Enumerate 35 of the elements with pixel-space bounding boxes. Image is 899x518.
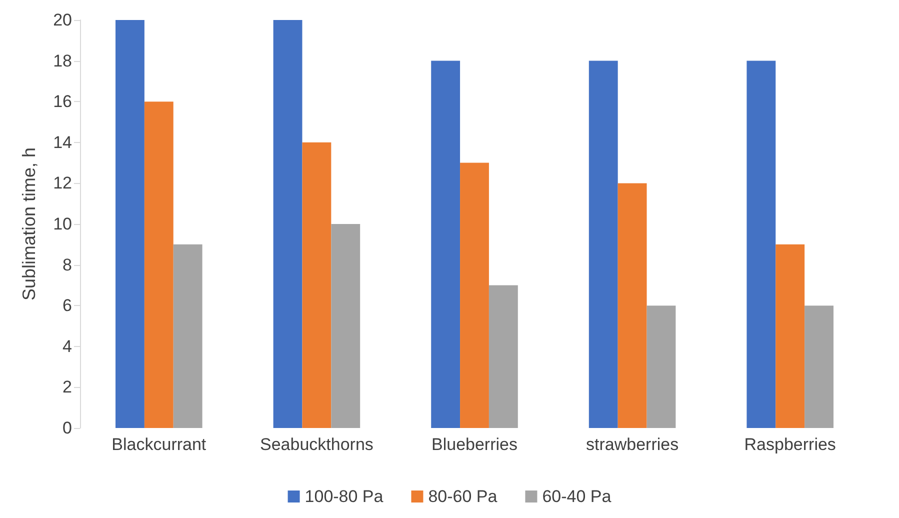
bar xyxy=(431,60,460,428)
y-axis-title: Sublimation time, h xyxy=(19,147,39,301)
y-tick-label: 16 xyxy=(53,92,72,112)
bar xyxy=(746,60,776,428)
y-tick-label: 12 xyxy=(53,174,72,193)
bar xyxy=(302,142,332,428)
x-tick-label: Raspberries xyxy=(744,435,836,454)
y-tick-label: 6 xyxy=(62,296,72,316)
bar xyxy=(331,224,360,428)
bar xyxy=(776,244,805,428)
bar xyxy=(804,306,834,428)
y-tick-label: 20 xyxy=(53,10,72,30)
y-tick-label: 18 xyxy=(53,51,72,70)
legend-label: 60-40 Pa xyxy=(542,487,612,506)
y-tick-label: 0 xyxy=(62,418,72,438)
bar xyxy=(144,102,174,428)
bar xyxy=(588,60,618,428)
y-tick-label: 4 xyxy=(62,336,72,356)
bar xyxy=(273,20,302,428)
x-tick-label: strawberries xyxy=(586,435,679,454)
legend-label: 100-80 Pa xyxy=(304,487,384,506)
bar xyxy=(488,285,518,428)
x-tick-label: Seabuckthorns xyxy=(260,435,374,454)
x-tick-label: Blueberries xyxy=(432,435,518,454)
x-tick-label: Blackcurrant xyxy=(112,435,206,454)
bar xyxy=(460,162,489,428)
y-tick-label: 2 xyxy=(62,378,72,397)
bar xyxy=(646,306,676,428)
legend-label: 80-60 Pa xyxy=(428,487,498,506)
y-tick-label: 10 xyxy=(53,214,72,234)
bar xyxy=(116,20,144,428)
bar xyxy=(173,244,202,428)
y-tick-label: 14 xyxy=(53,132,72,152)
y-tick-label: 8 xyxy=(62,255,72,274)
bar xyxy=(618,183,647,428)
